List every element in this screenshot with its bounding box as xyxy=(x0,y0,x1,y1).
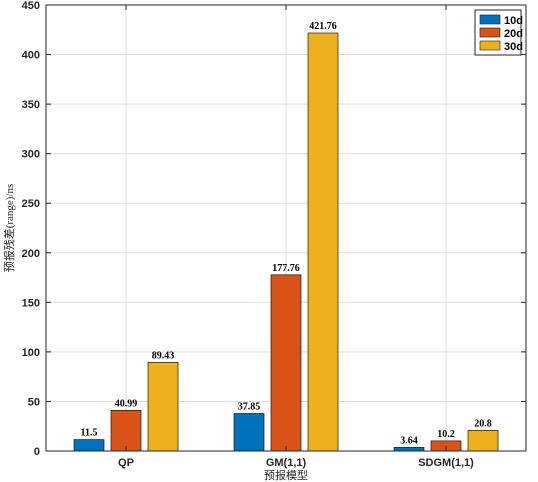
bar xyxy=(307,32,339,452)
bar xyxy=(233,413,265,452)
y-tick-label: 200 xyxy=(22,248,40,260)
data-label: 177.76 xyxy=(272,263,300,274)
x-axis-label: 预报模型 xyxy=(264,468,308,482)
y-tick-label: 150 xyxy=(22,297,40,309)
bars xyxy=(73,32,499,452)
data-label: 3.64 xyxy=(400,435,418,446)
x-tick-label: SDGM(1,1) xyxy=(418,457,474,469)
legend-swatch xyxy=(479,40,501,51)
bar xyxy=(270,274,302,452)
legend-label: 10d xyxy=(504,15,523,27)
y-axis-label: 预报残差(range)/ns xyxy=(2,184,16,273)
x-axis-ticks: QP GM(1,1) SDGM(1,1) xyxy=(118,5,474,469)
data-label: 10.2 xyxy=(437,429,455,440)
data-label: 11.5 xyxy=(81,428,98,439)
y-tick-label: 300 xyxy=(22,149,40,161)
bar xyxy=(393,447,425,452)
y-tick-label: 250 xyxy=(22,198,40,210)
y-axis-ticks: 0 50 100 150 200 250 300 350 400 450 xyxy=(22,0,526,458)
bar xyxy=(110,410,142,452)
x-tick-label: QP xyxy=(118,457,134,469)
bar xyxy=(467,430,499,452)
data-label: 421.76 xyxy=(309,21,337,32)
legend-swatch xyxy=(479,14,501,25)
bar xyxy=(73,439,105,452)
legend-label: 20d xyxy=(504,28,523,40)
data-labels: 11.5 37.85 3.64 40.99 177.76 10.2 89.43 421.76 2… xyxy=(81,21,492,446)
y-tick-label: 50 xyxy=(28,396,40,408)
data-label: 20.8 xyxy=(474,418,492,429)
y-tick-label: 450 xyxy=(22,0,40,12)
y-tick-label: 400 xyxy=(22,50,40,62)
bar xyxy=(147,362,179,452)
data-label: 37.85 xyxy=(238,401,261,412)
data-label: 89.43 xyxy=(152,350,175,361)
y-tick-label: 100 xyxy=(22,347,40,359)
y-tick-label: 0 xyxy=(34,446,40,458)
legend-swatch xyxy=(479,27,501,38)
legend-label: 30d xyxy=(504,41,523,53)
y-tick-label: 350 xyxy=(22,99,40,111)
x-tick-label: GM(1,1) xyxy=(266,457,307,469)
data-label: 40.99 xyxy=(115,398,138,409)
